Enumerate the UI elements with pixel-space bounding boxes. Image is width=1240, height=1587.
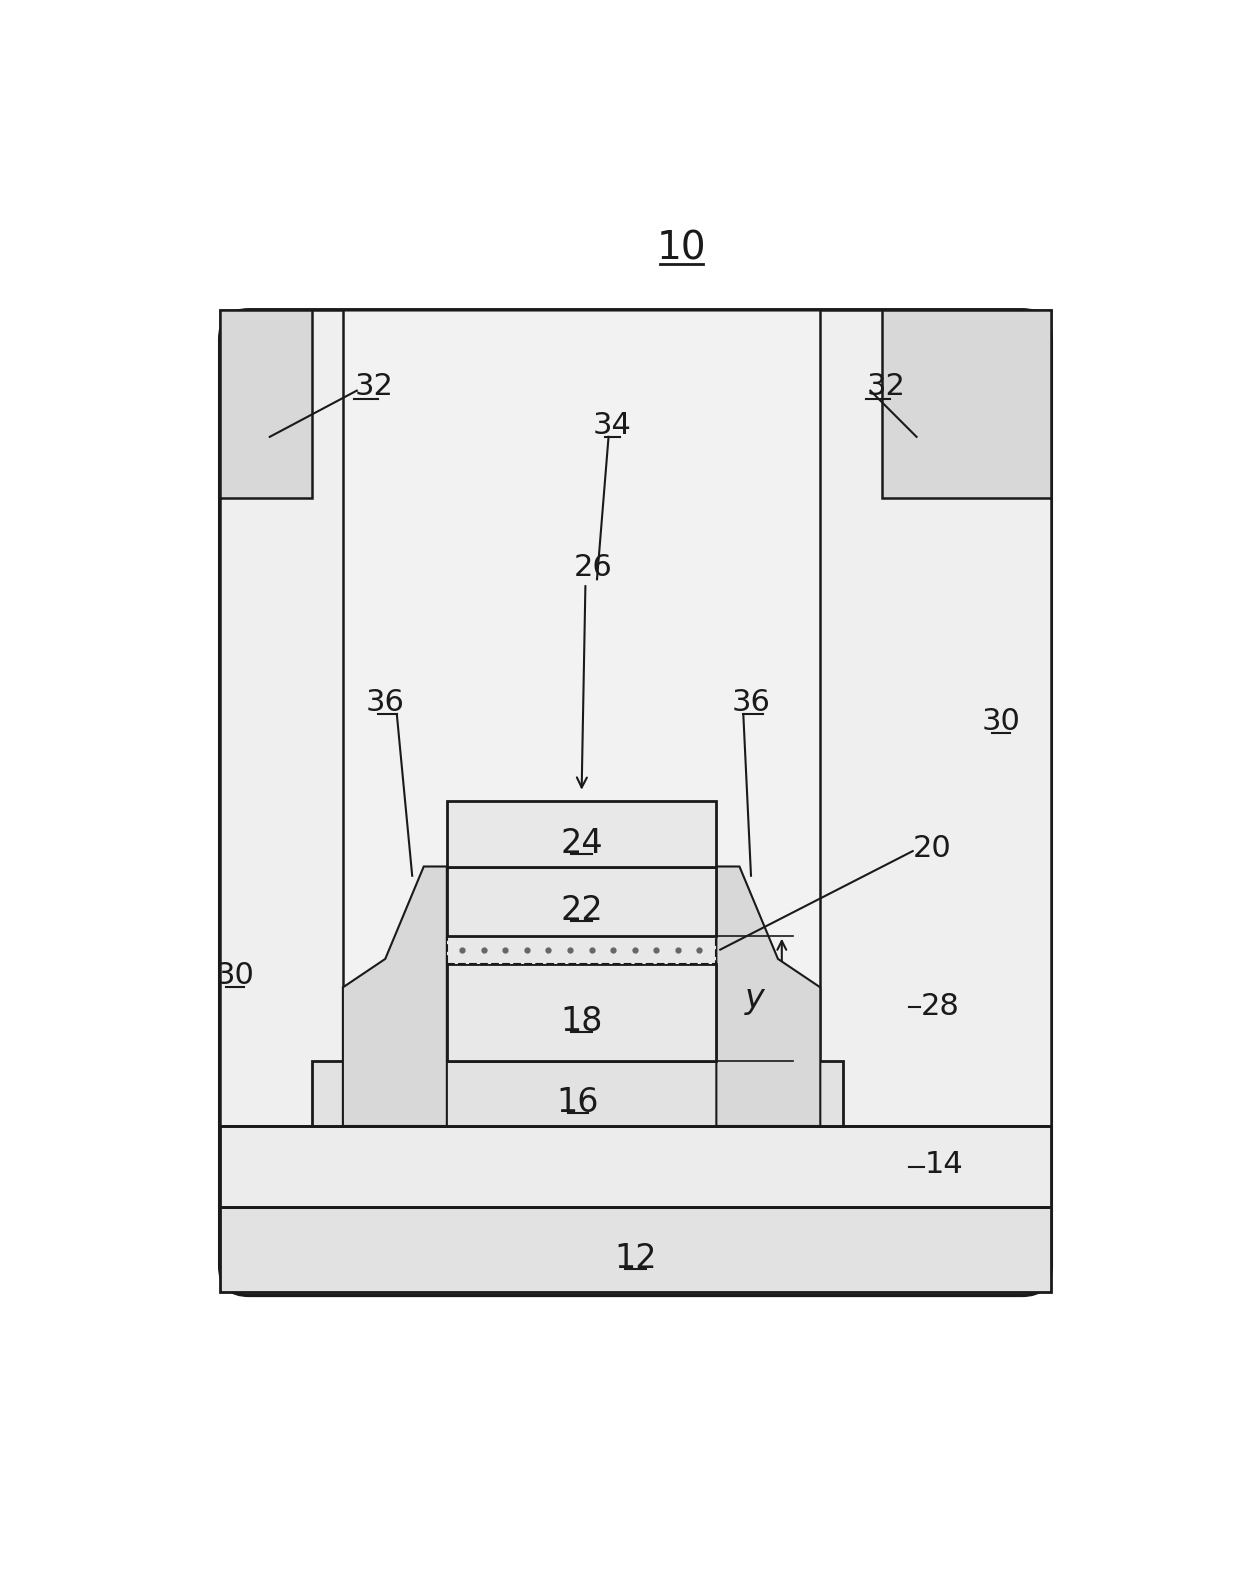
Polygon shape	[717, 867, 821, 1127]
Bar	[312, 1060, 843, 1127]
Text: 22: 22	[560, 893, 603, 927]
FancyBboxPatch shape	[219, 309, 1052, 1295]
Polygon shape	[343, 867, 446, 1127]
Text: 12: 12	[614, 1243, 657, 1274]
Bar	[446, 867, 717, 936]
Bar	[446, 965, 717, 1060]
Text: 24: 24	[560, 827, 603, 860]
Text: 14: 14	[924, 1151, 963, 1179]
Bar	[446, 801, 717, 867]
Text: 20: 20	[913, 835, 951, 863]
Bar	[882, 309, 1052, 498]
Bar	[821, 309, 1052, 1127]
Text: 16: 16	[557, 1086, 599, 1119]
Text: 34: 34	[593, 411, 632, 440]
Bar	[219, 309, 343, 1127]
Text: 28: 28	[920, 992, 960, 1020]
Bar	[219, 1127, 1052, 1206]
Text: y: y	[745, 982, 765, 1014]
Text: 30: 30	[982, 708, 1021, 736]
Text: 36: 36	[732, 689, 770, 717]
Bar	[219, 1206, 1052, 1292]
Text: 32: 32	[867, 373, 905, 402]
Bar	[446, 936, 717, 965]
Text: 36: 36	[366, 689, 404, 717]
Bar	[219, 309, 312, 498]
Text: 26: 26	[574, 554, 613, 582]
Text: 10: 10	[657, 229, 707, 267]
Text: 32: 32	[355, 373, 393, 402]
Text: 30: 30	[216, 962, 254, 990]
Text: 18: 18	[560, 1005, 603, 1038]
